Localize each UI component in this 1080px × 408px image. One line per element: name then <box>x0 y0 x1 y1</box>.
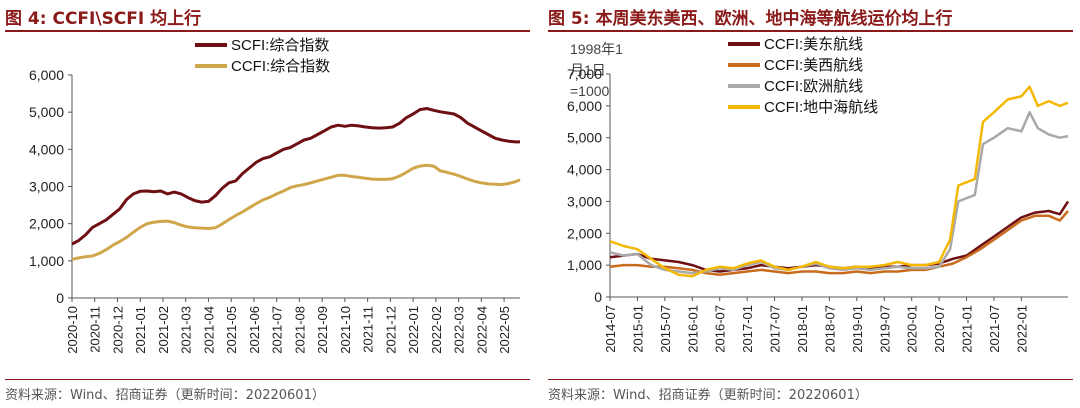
x-tick-label: 2015-07 <box>658 305 673 353</box>
series-line-3 <box>609 110 1069 275</box>
legend-label: CCFI:美东航线 <box>764 36 863 53</box>
x-tick-label: 2019-07 <box>877 305 892 353</box>
y-tick-label: 6,000 <box>567 98 602 114</box>
x-tick-label: 2018-07 <box>822 305 837 353</box>
y-tick-label: 5,000 <box>567 130 602 146</box>
chart-panel-right: 图 5: 本周美东美西、欧洲、地中海等航线运价均上行 0 1,000 2,000 3,… <box>548 0 1078 408</box>
y-tick-label: 3,000 <box>29 179 64 195</box>
chart-panel-left: 图 4: CCFI\SCFI 均上行 0 1,000 2,000 3,000 4,000… <box>5 0 535 408</box>
y-tick-label: 7,000 <box>567 66 602 82</box>
x-tick-label: 2021-06 <box>247 306 262 354</box>
y-tick-label: 1,000 <box>567 257 602 273</box>
y-tick-label: 6,000 <box>29 67 64 83</box>
y-tick-label: 2,000 <box>567 225 602 241</box>
series-line-4 <box>609 85 1069 278</box>
chart-title: 图 5: 本周美东美西、欧洲、地中海等航线运价均上行 <box>548 9 953 29</box>
x-tick-label: 2022-05 <box>497 306 512 354</box>
x-tick-label: 2021-05 <box>224 306 239 354</box>
x-tick-label: 2018-01 <box>795 305 810 353</box>
y-tick-label: 0 <box>594 289 602 305</box>
y-tick-label: 0 <box>56 290 64 306</box>
x-tick-label: 2021-07 <box>270 306 285 354</box>
legend-label: SCFI:综合指数 <box>231 37 329 54</box>
series-line-2 <box>71 163 521 261</box>
annotation-text: 1998年1 <box>570 41 623 57</box>
x-tick-label: 2021-11 <box>361 306 376 353</box>
x-tick-label: 2021-08 <box>292 306 307 354</box>
x-tick-label: 2014-07 <box>603 305 618 353</box>
x-tick-label: 2022-01 <box>1014 305 1029 353</box>
series-line-1 <box>71 107 520 246</box>
x-tick-label: 2021-03 <box>179 306 194 354</box>
x-tick-label: 2021-02 <box>156 306 171 354</box>
x-tick-label: 2021-01 <box>960 305 975 353</box>
x-tick-label: 2020-11 <box>88 306 103 353</box>
source-divider <box>5 379 530 380</box>
chart-title: 图 4: CCFI\SCFI 均上行 <box>5 9 202 29</box>
x-tick-label: 2022-03 <box>452 306 467 354</box>
x-tick-label: 2021-04 <box>201 306 216 354</box>
x-tick-label: 2016-01 <box>685 305 700 353</box>
x-tick-label: 2022-01 <box>406 306 421 354</box>
source-note: 资料来源：Wind、招商证券（更新时间：20220601） <box>548 388 868 403</box>
x-tick-label: 2021-09 <box>315 306 330 354</box>
scfi-ccfi-line-chart: 0 1,000 2,000 3,000 4,000 5,000 6,000 2020-10 20… <box>29 37 521 354</box>
y-tick-label: 4,000 <box>567 162 602 178</box>
legend-label: CCFI:综合指数 <box>231 58 330 75</box>
x-tick-label: 2017-01 <box>740 305 755 353</box>
x-tick-label: 2016-07 <box>713 305 728 353</box>
legend-label: CCFI:欧洲航线 <box>764 78 863 95</box>
y-tick-label: 1,000 <box>29 253 64 269</box>
x-tick-label: 2020-01 <box>905 305 920 353</box>
series-line-2 <box>609 210 1069 276</box>
x-tick-label: 2022-02 <box>429 306 444 354</box>
y-tick-label: 3,000 <box>567 193 602 209</box>
source-note: 资料来源：Wind、招商证券（更新时间：20220601） <box>5 388 325 403</box>
y-tick-label: 2,000 <box>29 216 64 232</box>
title-divider <box>548 30 1073 32</box>
x-tick-label: 2019-01 <box>850 305 865 353</box>
title-divider <box>5 30 530 32</box>
x-tick-label: 2022-04 <box>474 306 489 354</box>
route-freight-line-chart: 0 1,000 2,000 3,000 4,000 5,000 6,000 7,000 2014… <box>567 36 1070 353</box>
x-tick-label: 2021-07 <box>987 305 1002 353</box>
x-tick-label: 2015-01 <box>630 305 645 353</box>
x-tick-label: 2021-12 <box>383 306 398 354</box>
y-tick-label: 5,000 <box>29 104 64 120</box>
x-tick-label: 2020-12 <box>110 306 125 354</box>
legend-label: CCFI:地中海航线 <box>764 99 878 116</box>
x-tick-label: 2017-07 <box>768 305 783 353</box>
x-tick-label: 2020-10 <box>65 306 80 354</box>
legend-label: CCFI:美西航线 <box>764 57 863 74</box>
x-tick-label: 2020-07 <box>932 305 947 353</box>
x-tick-label: 2021-10 <box>338 306 353 354</box>
annotation-text: 月1日 <box>570 62 606 78</box>
annotation-text: =1000 <box>570 83 610 99</box>
y-tick-label: 4,000 <box>29 141 64 157</box>
x-tick-label: 2021-01 <box>133 306 148 354</box>
source-divider <box>548 379 1073 380</box>
